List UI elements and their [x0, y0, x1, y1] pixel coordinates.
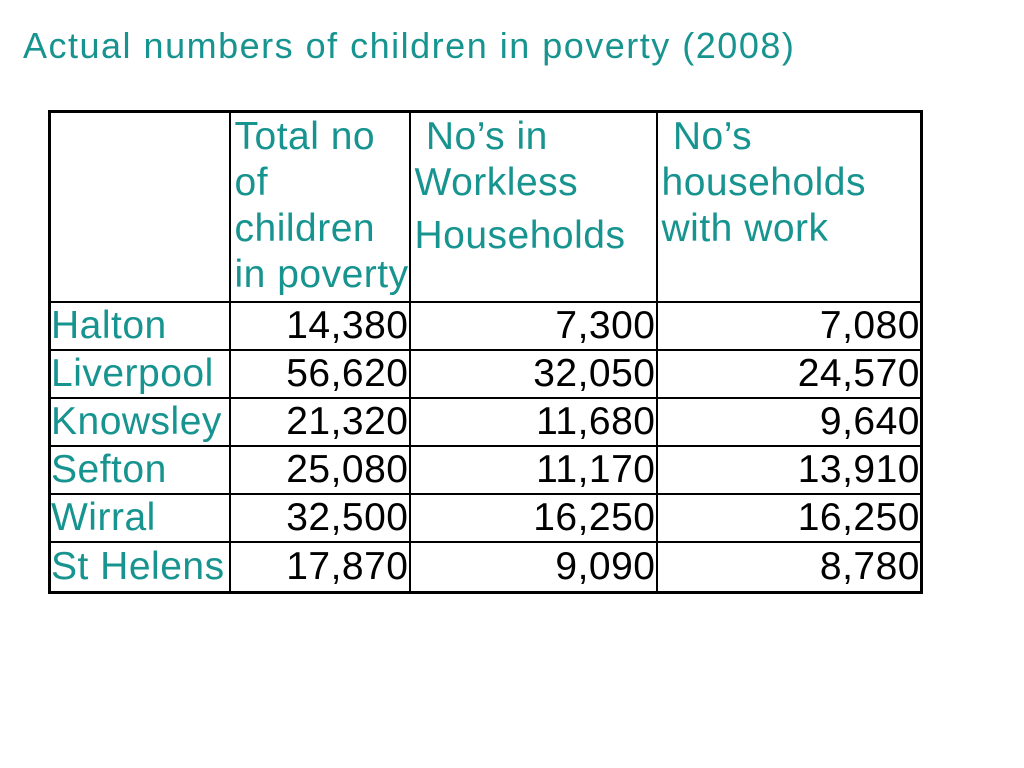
header-line: with work [661, 207, 829, 250]
header-line: No’s [661, 115, 753, 158]
header-line: No’s in [414, 115, 548, 158]
total-cell: 25,080 [228, 444, 411, 495]
area-cell: Liverpool [48, 348, 231, 399]
header-cell-total-children: Total no of children in poverty [228, 110, 411, 303]
header-row: Total no of children in poverty No’s in … [48, 110, 923, 303]
area-cell: St Helens [48, 540, 231, 594]
total-cell: 32,500 [228, 492, 411, 543]
workless-cell: 32,050 [408, 348, 658, 399]
header-cell-area [48, 110, 231, 303]
table-row-knowsley: Knowsley 21,320 11,680 9,640 [48, 396, 923, 447]
area-cell: Knowsley [48, 396, 231, 447]
area-cell: Halton [48, 300, 231, 351]
total-cell: 21,320 [228, 396, 411, 447]
with-work-cell: 16,250 [655, 492, 923, 543]
table-row-sefton: Sefton 25,080 11,170 13,910 [48, 444, 923, 495]
area-cell: Wirral [48, 492, 231, 543]
header-cell-households-with-work: No’s households with work [655, 110, 923, 303]
header-line: Workless [414, 161, 579, 204]
header-line: Total no [234, 115, 376, 158]
area-cell: Sefton [48, 444, 231, 495]
header-line: households [661, 161, 866, 204]
header-line: Households [414, 214, 626, 257]
table-row-liverpool: Liverpool 56,620 32,050 24,570 [48, 348, 923, 399]
table-row-halton: Halton 14,380 7,300 7,080 [48, 300, 923, 351]
with-work-cell: 8,780 [655, 540, 923, 594]
workless-cell: 11,680 [408, 396, 658, 447]
with-work-cell: 7,080 [655, 300, 923, 351]
workless-cell: 11,170 [408, 444, 658, 495]
table-row-wirral: Wirral 32,500 16,250 16,250 [48, 492, 923, 543]
total-cell: 17,870 [228, 540, 411, 594]
with-work-cell: 9,640 [655, 396, 923, 447]
header-line: children [234, 207, 376, 250]
poverty-table: Total no of children in poverty No’s in … [48, 110, 923, 594]
header-cell-workless-households: No’s in Workless Households [408, 110, 658, 303]
workless-cell: 16,250 [408, 492, 658, 543]
header-line: of [234, 161, 269, 204]
with-work-cell: 13,910 [655, 444, 923, 495]
table-row-st-helens: St Helens 17,870 9,090 8,780 [48, 540, 923, 594]
slide-title: Actual numbers of children in poverty (2… [23, 25, 796, 66]
header-line: in poverty [234, 253, 409, 296]
total-cell: 56,620 [228, 348, 411, 399]
workless-cell: 9,090 [408, 540, 658, 594]
workless-cell: 7,300 [408, 300, 658, 351]
total-cell: 14,380 [228, 300, 411, 351]
with-work-cell: 24,570 [655, 348, 923, 399]
